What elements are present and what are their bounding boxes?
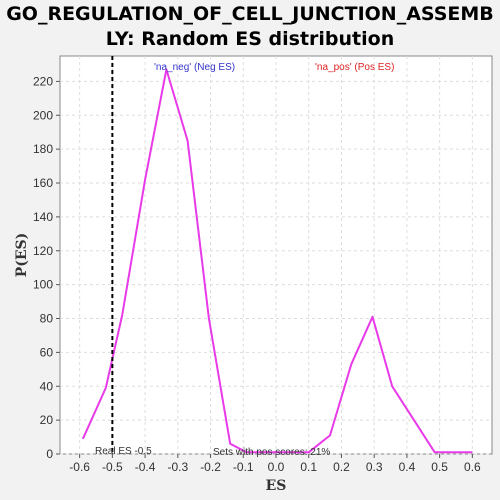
y-axis-ticks: 0 20 40 60 80 100 120 140 160 180 200 220 [33, 74, 60, 461]
grid-lines [60, 56, 492, 455]
x-tick-label: 0.1 [300, 460, 317, 474]
y-tick-label: 80 [40, 312, 54, 326]
x-axis-ticks: -0.6 -0.5 -0.4 -0.3 -0.2 -0.1 0.0 0.1 0.2 0.3 0.4 0… [69, 454, 481, 474]
x-tick-label: 0.3 [366, 460, 383, 474]
x-tick-label: 0.0 [268, 460, 285, 474]
x-tick-label: -0.1 [233, 460, 254, 474]
real-es-label: Real ES -0.5 [95, 446, 152, 457]
x-tick-label: 0.5 [431, 460, 448, 474]
y-tick-label: 140 [33, 210, 53, 224]
y-tick-label: 160 [33, 176, 53, 190]
y-tick-label: 20 [40, 413, 54, 427]
x-tick-label: 0.4 [399, 460, 416, 474]
y-tick-label: 0 [46, 447, 53, 461]
legend-pos: 'na_pos' (Pos ES) [315, 62, 394, 73]
x-axis-label: ES [266, 478, 287, 494]
y-tick-label: 100 [33, 278, 53, 292]
x-tick-label: 0.6 [464, 460, 481, 474]
x-tick-label: 0.2 [333, 460, 350, 474]
sets-pos-label: Sets with pos scores: 21% [213, 447, 330, 458]
chart-title-line2: LY: Random ES distribution [105, 28, 395, 50]
y-tick-label: 120 [33, 244, 53, 258]
series-line [81, 68, 473, 454]
y-tick-label: 180 [33, 142, 53, 156]
x-tick-label: -0.3 [167, 460, 188, 474]
y-tick-label: 220 [33, 74, 53, 88]
x-tick-label: -0.6 [69, 460, 90, 474]
x-tick-label: -0.5 [102, 460, 123, 474]
legend-neg: 'na_neg' (Neg ES) [154, 62, 235, 73]
x-tick-label: -0.2 [200, 460, 221, 474]
x-tick-label: -0.4 [135, 460, 156, 474]
y-axis-label: P(ES) [14, 233, 30, 278]
chart-title: GO_REGULATION_OF_CELL_JUNCTION_ASSEMB LY… [0, 2, 500, 52]
series-marks [81, 56, 473, 454]
y-tick-label: 200 [33, 108, 53, 122]
y-tick-label: 60 [40, 345, 54, 359]
chart-title-line1: GO_REGULATION_OF_CELL_JUNCTION_ASSEMB [6, 3, 494, 25]
y-tick-label: 40 [40, 379, 54, 393]
